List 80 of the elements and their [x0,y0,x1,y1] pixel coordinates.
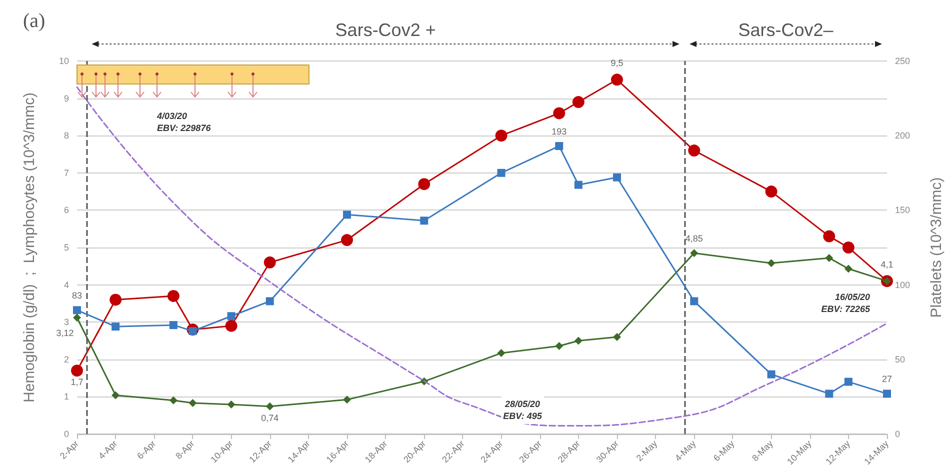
point [225,320,238,332]
point [169,321,178,330]
y-tick-label: 9 [64,93,69,104]
data-label: 4,1 [880,260,894,270]
y-tick-label: 8 [64,130,69,141]
y-axis-title: Hemoglobin (g/dl) ; Lymphocytes (10^3/mmc) [21,92,38,402]
point [266,297,274,306]
y2-tick-label: 100 [895,280,910,290]
point [767,370,776,378]
point [112,391,120,400]
point [266,402,274,410]
text: Sars-Cov2 + [335,20,436,40]
point [495,130,508,142]
annotation: 4/03/20 EBV: 229876 [156,111,212,133]
point [825,390,834,398]
text: Sars-Cov2– [738,20,834,40]
point [227,312,236,320]
point [73,314,81,322]
point [112,322,120,331]
point [767,259,776,268]
point [227,400,236,409]
point [167,290,180,302]
data-label: 9,5 [610,58,624,68]
point [613,333,621,342]
point [842,242,854,254]
point [613,173,621,182]
y2-tick-label: 150 [895,205,910,216]
data-label: 4,85 [685,234,703,244]
data-label: 27 [882,374,892,384]
point [497,168,506,177]
point [169,396,178,404]
y-tick-label: 2 [64,354,69,364]
point [844,378,852,386]
point [825,254,834,262]
point [555,342,564,350]
y2-axis-title: Platelets (10^3/mmc) [928,177,945,318]
point [497,349,506,358]
chart-title: (a) [23,10,46,32]
point [343,396,351,404]
point [765,186,778,198]
y-tick-label: 5 [64,242,69,252]
annotation: 28/05/20 EBV: 495 [503,399,543,421]
data-label: 83 [72,290,82,301]
point [264,256,276,268]
data-label: 1,7 [70,377,84,388]
point [823,230,836,242]
y-tick-label: 4 [64,280,69,290]
point [73,306,81,314]
point [611,74,623,86]
point [883,390,891,398]
data-label: 3,12 [56,328,74,338]
point [71,364,83,377]
data-label: 193 [552,126,567,137]
point [553,107,566,120]
point [574,180,582,189]
point [574,336,582,345]
data-label: 0,74 [261,412,279,423]
point [188,399,197,408]
point [690,297,698,306]
y-tick-label: 10 [58,56,69,66]
y2-tick-label: 250 [895,56,910,66]
y2-tick-label: 50 [895,354,906,364]
y-tick-label: 6 [64,205,69,216]
point [844,264,852,273]
point [343,210,351,219]
y2-tick-label: 200 [895,130,910,141]
point [420,216,428,225]
y-tick-label: 3 [64,317,69,328]
point [341,234,353,246]
point [690,249,698,258]
point [418,178,430,190]
y-tick-label: 7 [64,168,69,178]
y2-tick-label: 0 [895,429,900,439]
point [572,96,584,108]
annotation: 16/05/20 EBV: 72265 [821,292,871,314]
point [688,144,700,157]
point [555,142,564,150]
y-tick-label: 0 [64,429,69,439]
point [110,294,122,306]
y-tick-label: 1 [64,392,69,402]
